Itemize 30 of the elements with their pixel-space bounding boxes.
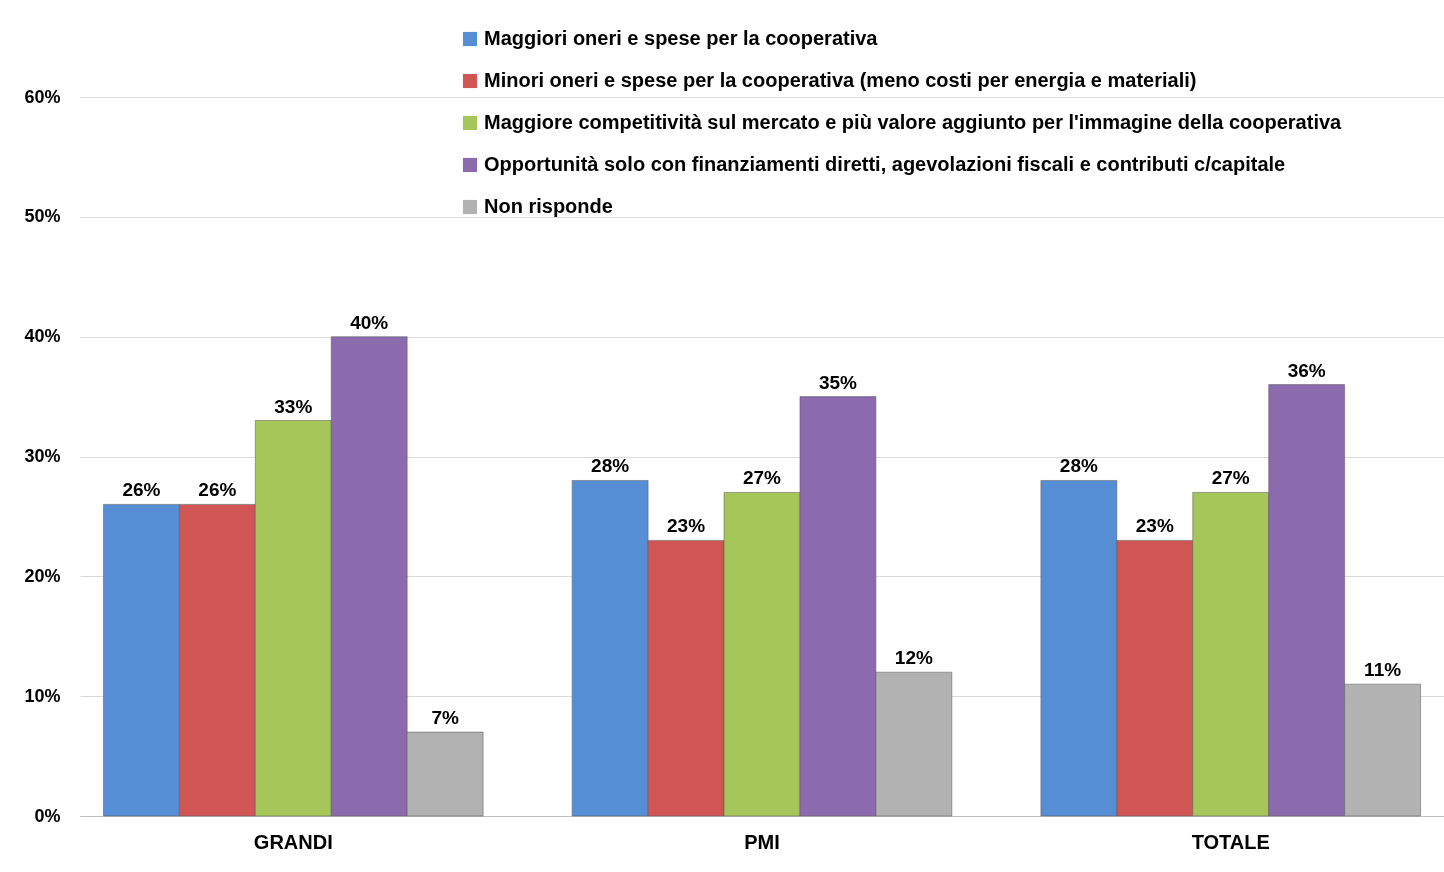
x-tick-label: GRANDI xyxy=(253,830,333,853)
x-tick-label: PMI xyxy=(744,830,780,853)
y-tick-label: 10% xyxy=(24,685,61,706)
y-tick-label: 20% xyxy=(24,565,61,586)
y-tick-label: 50% xyxy=(24,206,61,227)
data-label: 33% xyxy=(274,395,313,417)
data-label: 7% xyxy=(431,707,459,729)
legend-label: Maggiori oneri e spese per la cooperativa xyxy=(484,27,879,49)
data-label: 12% xyxy=(894,647,933,669)
y-tick-label: 0% xyxy=(34,805,61,826)
y-tick-label: 40% xyxy=(24,326,61,347)
legend-label: Opportunità solo con finanziamenti diretti, agevolazioni fiscali e contributi c/capitale xyxy=(484,153,1286,175)
data-label: 11% xyxy=(1364,659,1402,681)
data-label: 28% xyxy=(591,455,630,477)
data-label: 23% xyxy=(667,515,706,537)
data-label: 28% xyxy=(1059,455,1098,477)
legend-label: Minori oneri e spese per la cooperativa (meno costi per energia e materiali) xyxy=(484,69,1197,91)
data-label: 27% xyxy=(1211,467,1250,489)
data-label: 40% xyxy=(350,311,389,333)
legend-label: Maggiore competitività sul mercato e più valore aggiunto per l'immagine della cooperativa xyxy=(484,111,1343,133)
y-tick-label: 60% xyxy=(24,86,61,107)
x-tick-label: TOTALE xyxy=(1191,830,1270,853)
data-label: 27% xyxy=(742,467,782,489)
data-label: 23% xyxy=(1135,515,1174,537)
data-label: 36% xyxy=(1287,359,1326,381)
y-tick-label: 30% xyxy=(24,446,61,466)
data-label: 26% xyxy=(122,479,161,501)
legend-label: Non risponde xyxy=(484,195,613,217)
data-label: 26% xyxy=(198,479,237,501)
data-label: 35% xyxy=(818,371,858,393)
